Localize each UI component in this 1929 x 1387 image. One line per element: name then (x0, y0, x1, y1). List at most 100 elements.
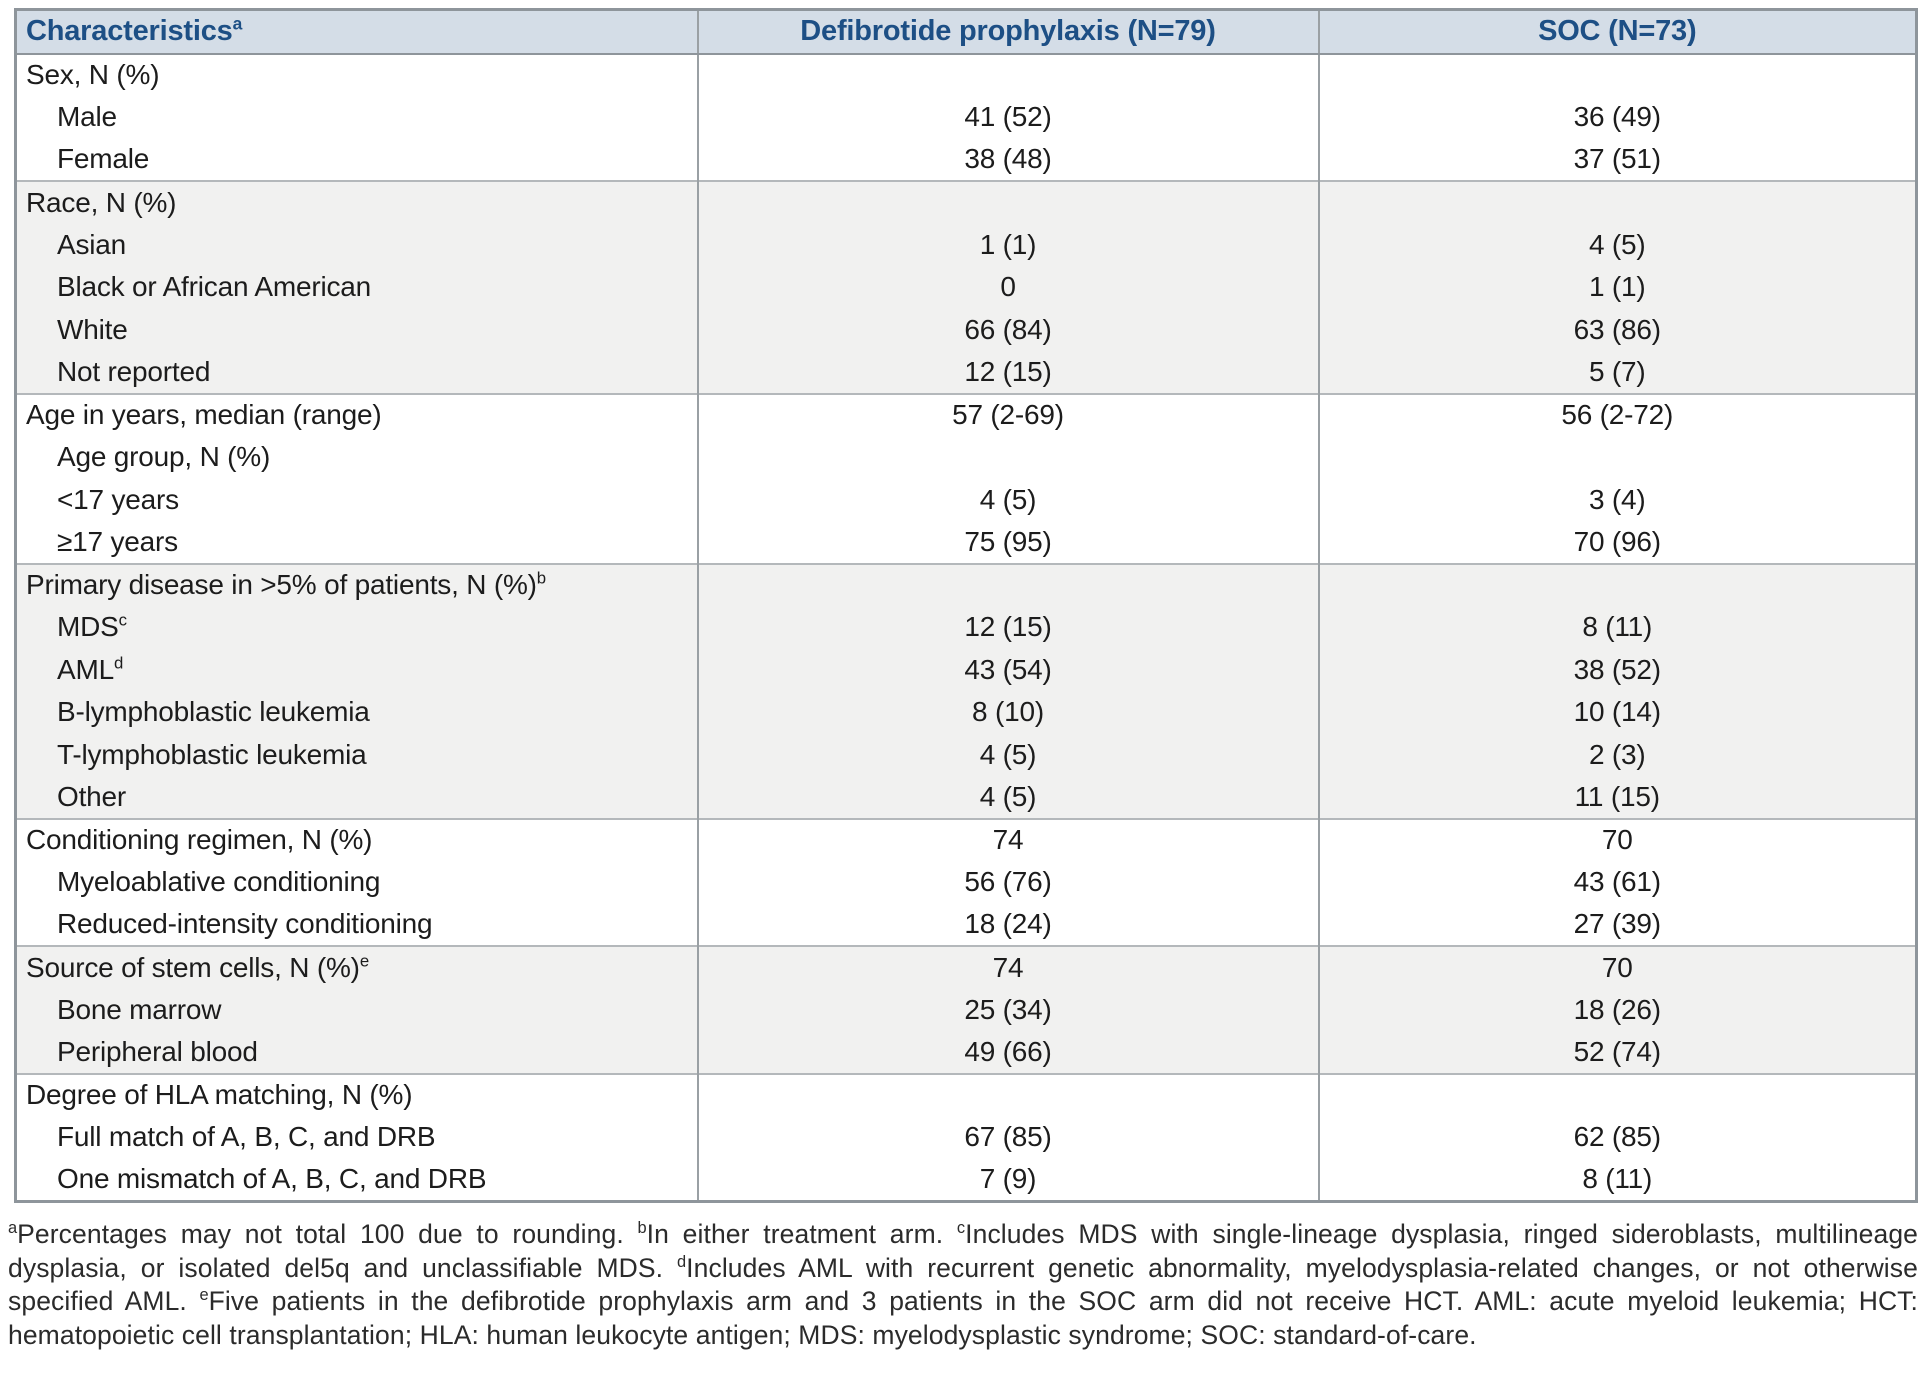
value-cell-defibrotide: 12 (15) (696, 606, 1319, 649)
row-label-cell: <17 years (16, 479, 698, 522)
value-cell-defibrotide: 38 (48) (696, 138, 1319, 181)
row-label: Black or African American (57, 271, 372, 303)
footnote-marker-d: d (677, 1252, 687, 1271)
value-cell-defibrotide: 8 (10) (696, 691, 1319, 734)
value-cell-soc: 70 (96) (1317, 521, 1917, 564)
header-soc-arm: SOC (N=73) (1317, 9, 1917, 55)
table-row: Reduced-intensity conditioning 18 (24) 27 … (15, 903, 1917, 946)
row-label-cell: Sex, N (%) (16, 54, 698, 97)
table-row: Female 38 (48) 37 (51) (15, 138, 1917, 182)
row-label: AML (57, 653, 114, 685)
row-label: Race, N (%) (26, 186, 177, 218)
table-row: MDSc 12 (15) 8 (11) (15, 606, 1917, 649)
value-cell-defibrotide: 25 (34) (696, 988, 1319, 1031)
table-row: Male 41 (52) 36 (49) (15, 96, 1917, 139)
row-label-cell: Age group, N (%) (16, 436, 698, 479)
footnote-marker-b: b (637, 1219, 647, 1238)
footnote-marker-d: d (113, 653, 124, 673)
value-cell-soc: 3 (4) (1317, 478, 1917, 521)
footnote-marker-a: a (8, 1219, 18, 1238)
row-label: ≥17 years (57, 525, 178, 557)
value-cell-soc: 56 (2-72) (1317, 392, 1917, 436)
table-row: Peripheral blood 49 (66) 52 (74) (15, 1031, 1917, 1074)
row-label: Age group, N (%) (57, 441, 271, 473)
row-label: Other (57, 780, 127, 812)
value-cell-soc: 37 (51) (1317, 138, 1917, 181)
value-cell-soc: 63 (86) (1317, 308, 1917, 351)
value-cell-defibrotide: 49 (66) (696, 1031, 1319, 1074)
value-cell-defibrotide: 4 (5) (696, 733, 1319, 776)
row-label: Not reported (57, 355, 211, 387)
row-label: MDS (57, 611, 119, 643)
value-cell-soc: 52 (74) (1317, 1031, 1917, 1074)
table-row: Not reported 12 (15) 5 (7) (15, 351, 1917, 394)
footnote-marker-e: e (359, 951, 370, 971)
row-label: White (57, 313, 128, 345)
row-label: Primary disease in >5% of patients, N (%… (26, 569, 537, 601)
footnotes: aPercentages may not total 100 due to ro… (8, 1219, 1919, 1350)
value-cell-soc: 38 (52) (1317, 648, 1917, 691)
row-label-cell: Peripheral blood (16, 1031, 698, 1074)
row-label: Male (57, 101, 117, 133)
table-body: Sex, N (%) Male 41 (52) 36 (49) Female 38 (48… (15, 53, 1917, 1202)
row-label-cell: MDSc (16, 606, 698, 649)
row-label: T-lymphoblastic leukemia (57, 738, 367, 770)
table-row: Full match of A, B, C, and DRB 67 (85) 62 … (15, 1116, 1917, 1159)
footnote-marker-b: b (536, 568, 547, 588)
value-cell-soc: 11 (15) (1317, 776, 1917, 819)
table-row: White 66 (84) 63 (86) (15, 308, 1917, 351)
row-label: Full match of A, B, C, and DRB (57, 1121, 436, 1153)
footnote-marker-e: e (199, 1286, 209, 1305)
value-cell-soc: 27 (39) (1317, 903, 1917, 946)
value-cell-soc: 8 (11) (1317, 1158, 1917, 1201)
table-row: AMLd 43 (54) 38 (52) (15, 648, 1917, 691)
value-cell-soc: 43 (61) (1317, 861, 1917, 904)
row-label-cell: ≥17 years (16, 521, 698, 564)
value-cell-soc: 8 (11) (1317, 606, 1917, 649)
value-cell-defibrotide (696, 436, 1319, 479)
row-label-cell: Asian (16, 224, 698, 267)
value-cell-defibrotide: 18 (24) (696, 903, 1319, 946)
value-cell-soc (1317, 562, 1917, 606)
table-row: Other 4 (5) 11 (15) (15, 776, 1917, 819)
row-label: Myeloablative conditioning (57, 866, 381, 898)
row-label: One mismatch of A, B, C, and DRB (57, 1163, 487, 1194)
row-label-cell: Myeloablative conditioning (16, 861, 698, 904)
row-label-cell: Female (16, 139, 698, 182)
table-row: Age in years, median (range) 57 (2-69) 56 … (15, 392, 1917, 436)
value-cell-soc (1317, 53, 1917, 96)
value-cell-soc: 5 (7) (1317, 351, 1917, 394)
row-label-cell: Age in years, median (range) (15, 392, 698, 436)
row-label: Conditioning regimen, N (%) (26, 824, 373, 856)
row-label: Degree of HLA matching, N (%) (26, 1079, 413, 1111)
value-cell-soc: 70 (1317, 817, 1917, 861)
value-cell-defibrotide (696, 562, 1319, 606)
value-cell-soc (1317, 436, 1917, 479)
table-row: Conditioning regimen, N (%) 74 70 (15, 817, 1917, 861)
table-row: Sex, N (%) (15, 53, 1917, 97)
table-row: B-lymphoblastic leukemia 8 (10) 10 (14) (15, 691, 1917, 734)
row-label-cell: One mismatch of A, B, C, and DRB (16, 1159, 698, 1202)
row-label-cell: Degree of HLA matching, N (%) (15, 1072, 698, 1116)
value-cell-soc: 2 (3) (1317, 733, 1917, 776)
value-cell-soc: 36 (49) (1317, 96, 1917, 139)
header-characteristics: Characteristicsa (15, 9, 698, 55)
value-cell-defibrotide: 75 (95) (696, 521, 1319, 564)
header-row: Characteristicsa Defibrotide prophylaxis… (15, 9, 1917, 55)
value-cell-soc: 18 (26) (1317, 988, 1917, 1031)
value-cell-defibrotide: 66 (84) (696, 308, 1319, 351)
table-row: ≥17 years 75 (95) 70 (96) (15, 521, 1917, 564)
value-cell-defibrotide: 0 (696, 266, 1319, 309)
row-label: Female (57, 143, 150, 175)
row-label-cell: Full match of A, B, C, and DRB (16, 1116, 698, 1159)
value-cell-defibrotide: 4 (5) (696, 478, 1319, 521)
row-label: Asian (57, 228, 127, 260)
table-row: Source of stem cells, N (%)e 74 70 (15, 945, 1917, 989)
value-cell-defibrotide: 56 (76) (696, 861, 1319, 904)
table-row: One mismatch of A, B, C, and DRB 7 (9) 8 (… (15, 1158, 1917, 1202)
value-cell-soc: 62 (85) (1317, 1116, 1917, 1159)
row-label-cell: Male (16, 96, 698, 139)
row-label: Age in years, median (range) (26, 399, 382, 431)
value-cell-defibrotide: 12 (15) (696, 351, 1319, 394)
